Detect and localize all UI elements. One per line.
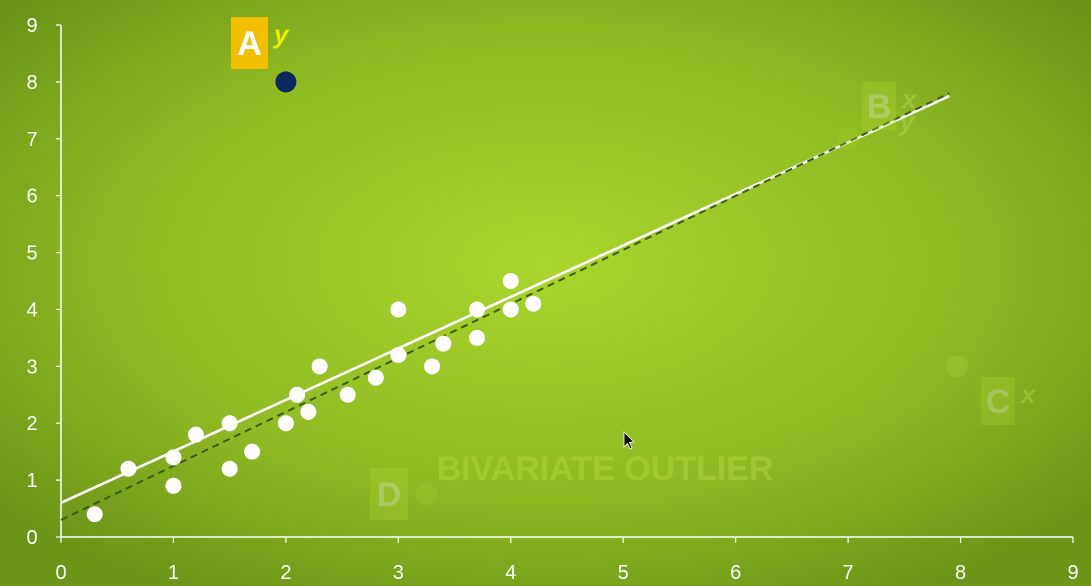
x-tick-label: 5 — [618, 562, 629, 584]
data-point — [300, 403, 317, 420]
outlier-superscript: x — [900, 84, 918, 114]
data-point — [339, 386, 356, 403]
outlier-label-letter: B — [867, 88, 892, 126]
outlier-label-box — [862, 82, 896, 130]
outlier-superscript: y — [272, 19, 290, 49]
data-point — [469, 329, 486, 346]
y-tick-label: 2 — [26, 413, 37, 435]
data-point — [221, 415, 238, 432]
data-point — [289, 386, 306, 403]
x-tick-label: 0 — [55, 562, 66, 584]
data-point — [244, 443, 261, 460]
x-tick-label: 7 — [843, 562, 854, 584]
bivariate-outlier-label: BIVARIATE OUTLIER — [437, 450, 774, 488]
outlier-point — [275, 71, 297, 93]
data-point — [502, 301, 519, 318]
data-point — [277, 415, 294, 432]
x-tick-label: 4 — [505, 562, 516, 584]
outlier-point — [946, 355, 969, 378]
x-tick-label: 9 — [1067, 562, 1078, 584]
y-tick-label: 8 — [26, 72, 37, 94]
y-tick-label: 7 — [26, 129, 37, 151]
data-point — [165, 477, 182, 494]
x-tick-label: 8 — [955, 562, 966, 584]
data-point — [390, 301, 407, 318]
x-tick-label: 2 — [280, 562, 291, 584]
data-point — [367, 369, 384, 386]
data-point — [187, 426, 204, 443]
outlier-point — [837, 127, 860, 150]
data-point — [435, 335, 452, 352]
outlier-d: D — [370, 468, 438, 520]
data-point — [390, 346, 407, 363]
outlier-label-box — [981, 377, 1015, 425]
y-tick-label: 1 — [26, 470, 37, 492]
outlier-point — [415, 483, 438, 506]
x-tick-label: 1 — [168, 562, 179, 584]
outlier-superscript-2: y — [898, 106, 916, 136]
y-tick-label: 6 — [26, 186, 37, 208]
data-point — [86, 506, 103, 523]
axes: 0 1 2 3 4 5 6 7 8 9 0 1 2 3 4 5 6 7 8 9 — [26, 15, 1078, 584]
data-point — [502, 273, 519, 289]
outlier-label-letter: A — [237, 25, 262, 63]
data-point — [311, 358, 328, 375]
y-tick-label: 5 — [26, 243, 37, 265]
x-tick-label: 3 — [393, 562, 404, 584]
outlier-superscript: x — [1019, 379, 1037, 409]
data-point — [120, 460, 137, 477]
outlier-label-box — [370, 468, 408, 520]
mouse-cursor-icon — [623, 431, 635, 450]
data-point — [165, 449, 182, 466]
y-tick-label: 4 — [26, 299, 37, 321]
data-point — [525, 295, 542, 312]
y-tick-label: 0 — [26, 527, 37, 549]
data-points — [86, 273, 542, 523]
data-point — [424, 358, 441, 375]
outlier-label-letter: C — [986, 383, 1011, 421]
annotations: BIVARIATE OUTLIER — [437, 450, 774, 488]
outlier-label-box — [231, 17, 268, 69]
data-point — [221, 460, 238, 477]
x-tick-label: 6 — [730, 562, 741, 584]
outlier-label-letter: D — [377, 476, 402, 514]
y-tick-label: 9 — [26, 15, 37, 37]
data-point — [469, 301, 486, 318]
y-tick-label: 3 — [26, 356, 37, 378]
